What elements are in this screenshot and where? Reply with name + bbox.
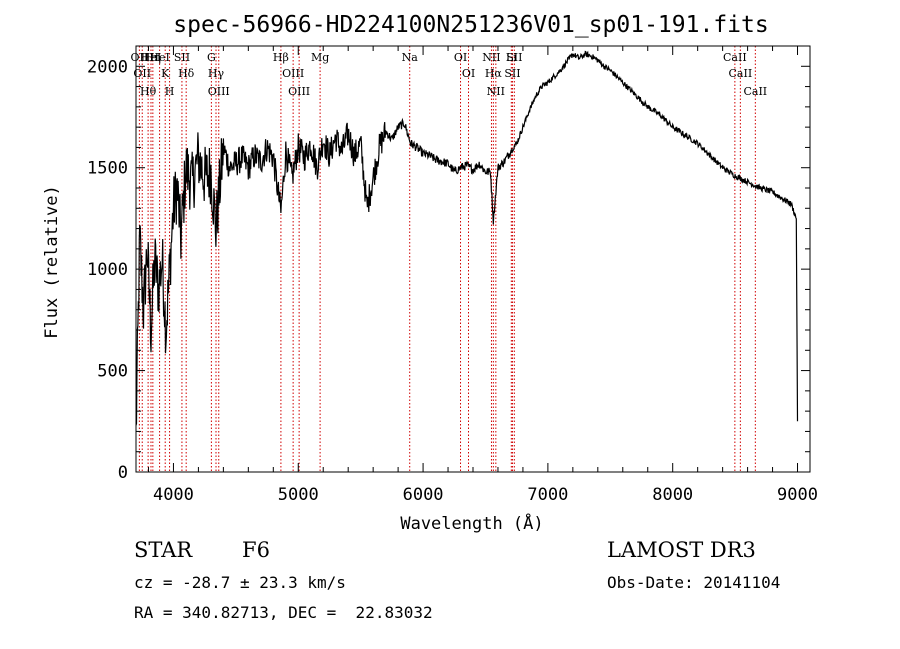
- spectral-line-label: SII: [506, 51, 522, 64]
- x-tick-label: 9000: [777, 485, 818, 505]
- x-axis-label: Wavelength (Å): [400, 512, 543, 534]
- y-tick-label: 0: [118, 463, 128, 483]
- axis-tick-labels: 4000 5000 6000 7000 8000 9000 0 500 1000 1500 2000: [87, 57, 818, 505]
- redshift-value: cz = -28.7 ± 23.3 km/s: [134, 573, 346, 592]
- y-tick-label: 1000: [87, 260, 128, 280]
- spectral-line-label: Li: [506, 51, 517, 64]
- spectral-line-label: NII: [487, 85, 505, 98]
- spectral-line-label: OIII: [288, 85, 310, 98]
- x-tick-label: 4000: [153, 485, 194, 505]
- plot-frame: [135, 45, 811, 473]
- spectral-line-label: CaII: [743, 85, 767, 98]
- spectral-line-labels: OIIOIIHθHeIHηHeIKHSIIHδGHγOIIIHβOIIIOIII…: [131, 51, 768, 98]
- spectral-line-label: HeI: [149, 51, 169, 64]
- spectral-line-label: OII: [131, 51, 149, 64]
- x-tick-label: 6000: [403, 485, 444, 505]
- spectral-line-label: Hα: [485, 67, 503, 80]
- spectral-line-label: Hθ: [140, 85, 157, 98]
- spectral-line-label: K: [161, 67, 170, 80]
- object-type: STAR: [134, 538, 193, 562]
- spectral-line-markers: [138, 46, 756, 472]
- x-tick-label: 5000: [278, 485, 319, 505]
- spectral-line-label: CaII: [729, 67, 753, 80]
- spectral-line-label: OIII: [208, 85, 230, 98]
- spectral-line-label: G: [207, 51, 216, 64]
- spectral-line-label: Na: [402, 51, 419, 64]
- axis-ticks: [136, 45, 810, 473]
- spectral-line-label: SII: [504, 67, 520, 80]
- x-tick-label: 7000: [527, 485, 568, 505]
- chart-title: spec-56966-HD224100N251236V01_sp01-191.f…: [173, 12, 768, 38]
- observation-date: Obs-Date: 20141104: [607, 573, 781, 592]
- spectral-line-label: SII: [174, 51, 190, 64]
- spectral-line-label: Mg: [311, 51, 329, 64]
- x-tick-label: 8000: [652, 485, 693, 505]
- spectral-line-label: Hη: [145, 51, 161, 64]
- y-tick-label: 500: [97, 362, 128, 382]
- y-tick-label: 1500: [87, 159, 128, 179]
- spectral-subclass: F6: [242, 538, 270, 562]
- y-tick-label: 2000: [87, 57, 128, 77]
- spectral-line-label: HeI: [141, 51, 161, 64]
- spectral-line-label: H: [165, 85, 175, 98]
- spectral-line-label: CaII: [723, 51, 747, 64]
- spectral-line-label: OI: [462, 67, 475, 80]
- spectral-line-label: Hδ: [178, 67, 195, 80]
- coordinates: RA = 340.82713, DEC = 22.83032: [134, 603, 433, 622]
- spectral-line-label: Hβ: [273, 51, 289, 64]
- spectral-line-label: NII: [482, 51, 500, 64]
- y-axis-label: Flux (relative): [42, 185, 62, 339]
- spectral-line-label: OII: [133, 67, 151, 80]
- spectral-line-label: Hγ: [208, 67, 225, 80]
- spectral-line-label: OIII: [282, 67, 304, 80]
- spectral-line-label: OI: [454, 51, 467, 64]
- survey-name: LAMOST DR3: [607, 538, 756, 562]
- flux-series-line: [135, 50, 799, 426]
